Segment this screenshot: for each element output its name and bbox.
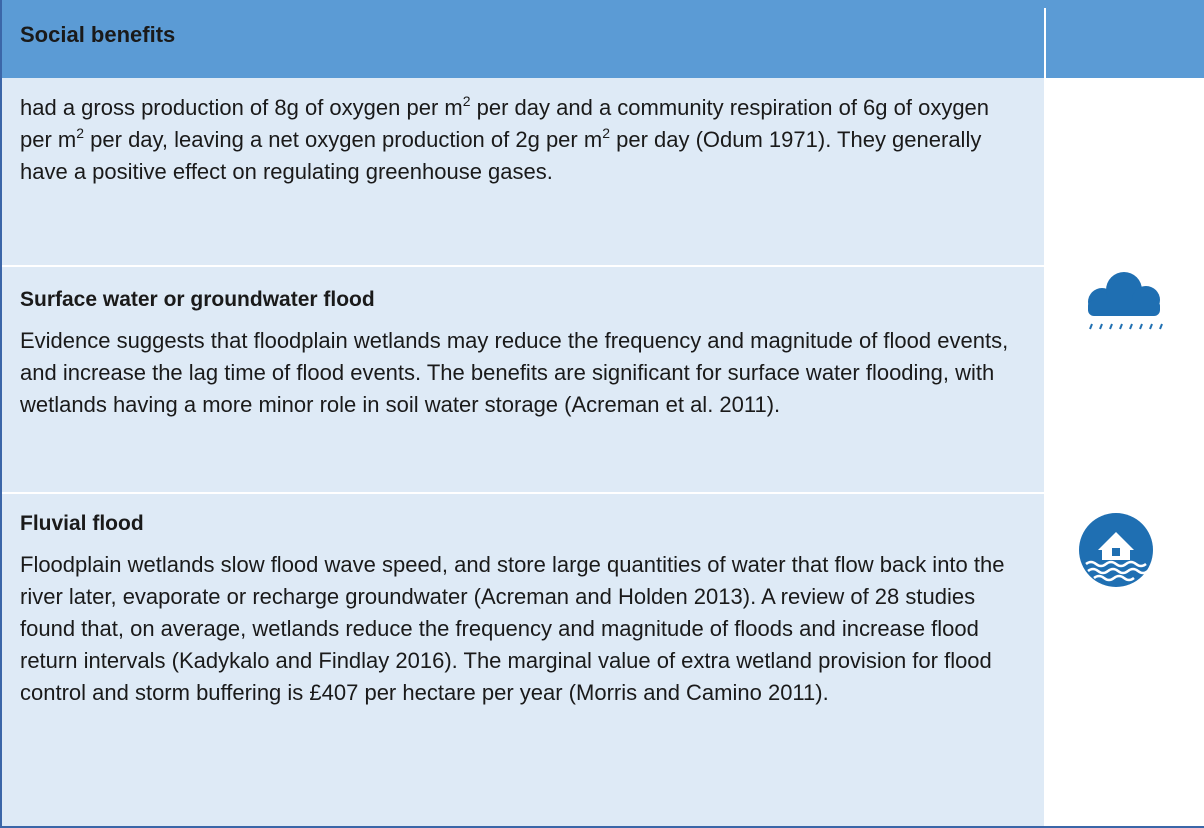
content-column [0,78,1044,826]
flood-house-icon [1079,513,1153,587]
text-run: had a gross production of 8g of oxygen p… [20,95,463,120]
superscript: 2 [602,125,610,141]
section-heading: Fluvial flood [20,512,144,535]
text-run: per day (Odum 1971). They generally have… [20,127,982,184]
section-body: Floodplain wetlands slow flood wave spee… [20,552,1005,705]
header-title: Social benefits [20,22,176,47]
section-body: Evidence suggests that floodplain wetlan… [20,328,1009,417]
left-border [0,0,2,828]
bottom-border [0,826,1204,828]
row-separator [2,492,1044,494]
section-heading: Surface water or groundwater flood [20,288,375,311]
header-separator [1044,8,1046,78]
text-run: per day and a community respiration of 6… [20,95,990,152]
header-bar [0,0,1204,78]
superscript: 2 [76,125,85,141]
text-run: per day, leaving a net oxygen production… [84,127,603,152]
superscript: 2 [462,93,471,109]
rain-cloud-icon [1088,272,1163,330]
row-separator [2,265,1044,267]
intro-paragraph: had a gross production of 8g of oxygen p… [20,92,1020,188]
